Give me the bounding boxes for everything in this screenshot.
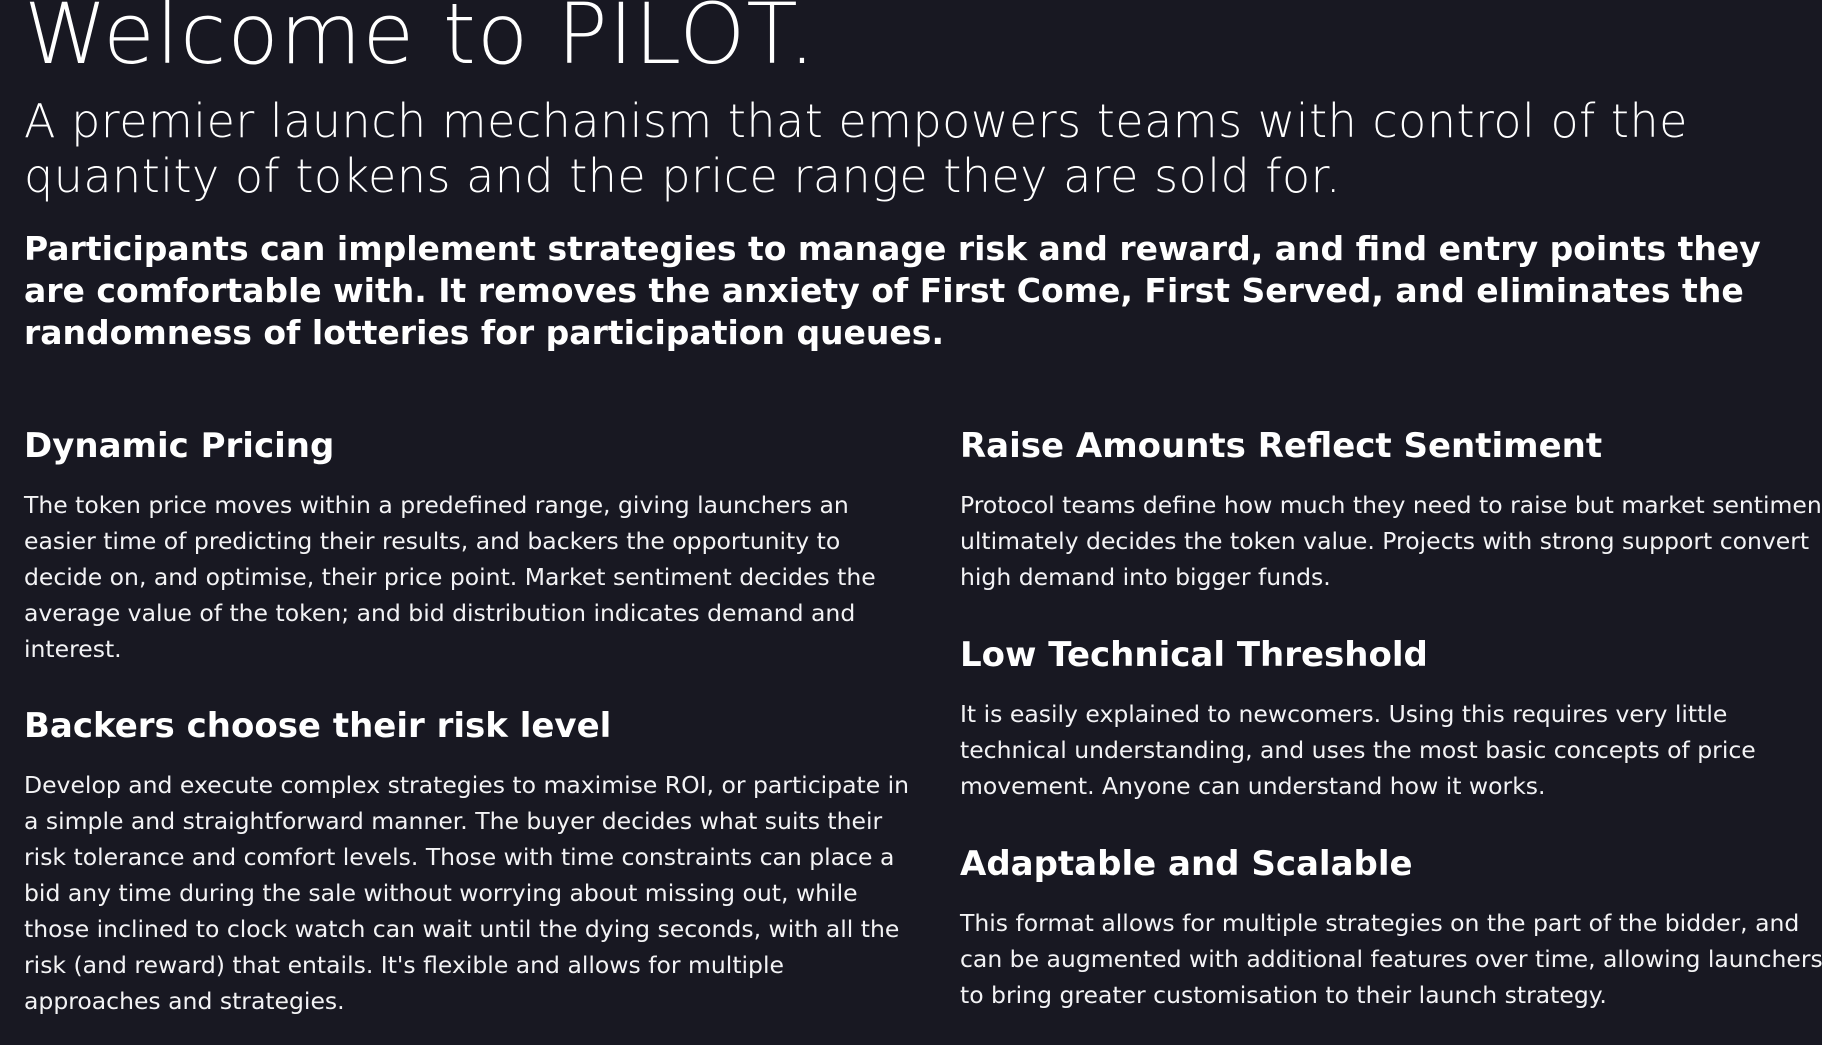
feature-title: Backers choose their risk level (24, 706, 612, 746)
feature-description: This format allows for multiple strategi… (960, 909, 1822, 1009)
feature-adaptable: Adaptable and Scalable This format allow… (960, 843, 1822, 1013)
feature-risk-level: Backers choose their risk level Develop … (24, 705, 914, 1019)
feature-title: Low Technical Threshold (960, 635, 1428, 675)
feature-title: Raise Amounts Reflect Sentiment (960, 426, 1603, 466)
hero-subtitle: A premier launch mechanism that empowers… (24, 94, 1688, 203)
page-title: Welcome to PILOT. (24, 0, 817, 83)
feature-description: It is easily explained to newcomers. Usi… (960, 700, 1756, 800)
feature-description: The token price moves within a predefine… (24, 491, 876, 663)
hero-lead-paragraph: Participants can implement strategies to… (24, 229, 1761, 352)
feature-title: Adaptable and Scalable (960, 844, 1413, 884)
feature-description: Develop and execute complex strategies t… (24, 771, 910, 1015)
feature-low-threshold: Low Technical Threshold It is easily exp… (960, 634, 1822, 804)
feature-dynamic-pricing: Dynamic Pricing The token price moves wi… (24, 425, 914, 667)
feature-title: Dynamic Pricing (24, 426, 335, 466)
feature-raise-amounts: Raise Amounts Reflect Sentiment Protocol… (960, 425, 1822, 595)
feature-description: Protocol teams define how much they need… (960, 491, 1822, 591)
